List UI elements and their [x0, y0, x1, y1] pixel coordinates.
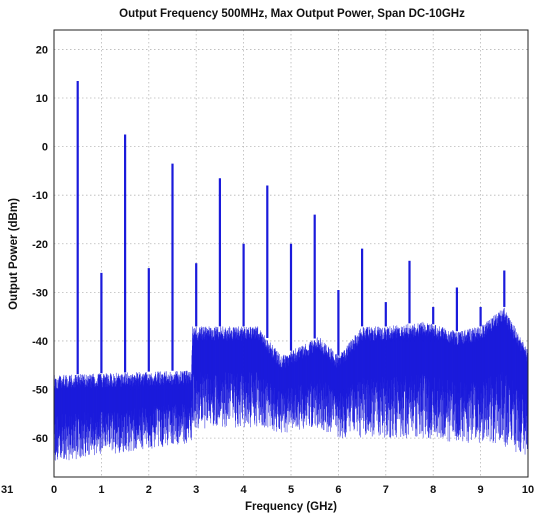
x-tick-label: 3	[193, 484, 199, 496]
x-tick-label: 1	[98, 484, 104, 496]
x-tick-label: 4	[241, 484, 248, 496]
y-axis-label: Output Power (dBm)	[8, 198, 20, 310]
x-tick-label: 8	[430, 484, 436, 496]
y-tick-labels: 20 10 0 -10 -20 -30 -40 -50 -60	[32, 44, 48, 445]
y-tick-label: 0	[42, 142, 48, 154]
x-tick-label: 2	[146, 484, 152, 496]
y-tick-label: -20	[32, 239, 48, 251]
y-tick-label: 20	[36, 44, 48, 56]
y-tick-label: -40	[32, 336, 48, 348]
y-tick-label: -50	[32, 385, 48, 397]
x-tick-label: 6	[335, 484, 341, 496]
stray-edge-text: 31	[1, 484, 13, 496]
x-tick-labels: 0 1 2 3 4 5 6 7 8 9 10	[51, 484, 534, 496]
plot-frame	[53, 29, 529, 478]
chart-title: Output Frequency 500MHz, Max Output Powe…	[119, 8, 465, 20]
spectrum-trace	[53, 81, 529, 461]
y-tick-label: -10	[32, 190, 48, 202]
x-axis-label: Frequency (GHz)	[245, 501, 337, 513]
y-tick-label: 10	[36, 93, 48, 105]
x-tick-label: 7	[383, 484, 389, 496]
x-tick-label: 9	[478, 484, 484, 496]
x-tick-label: 0	[51, 484, 57, 496]
x-tick-label: 10	[522, 484, 534, 496]
y-tick-label: -30	[32, 287, 48, 299]
x-tick-label: 5	[288, 484, 294, 496]
y-tick-label: -60	[32, 433, 48, 445]
